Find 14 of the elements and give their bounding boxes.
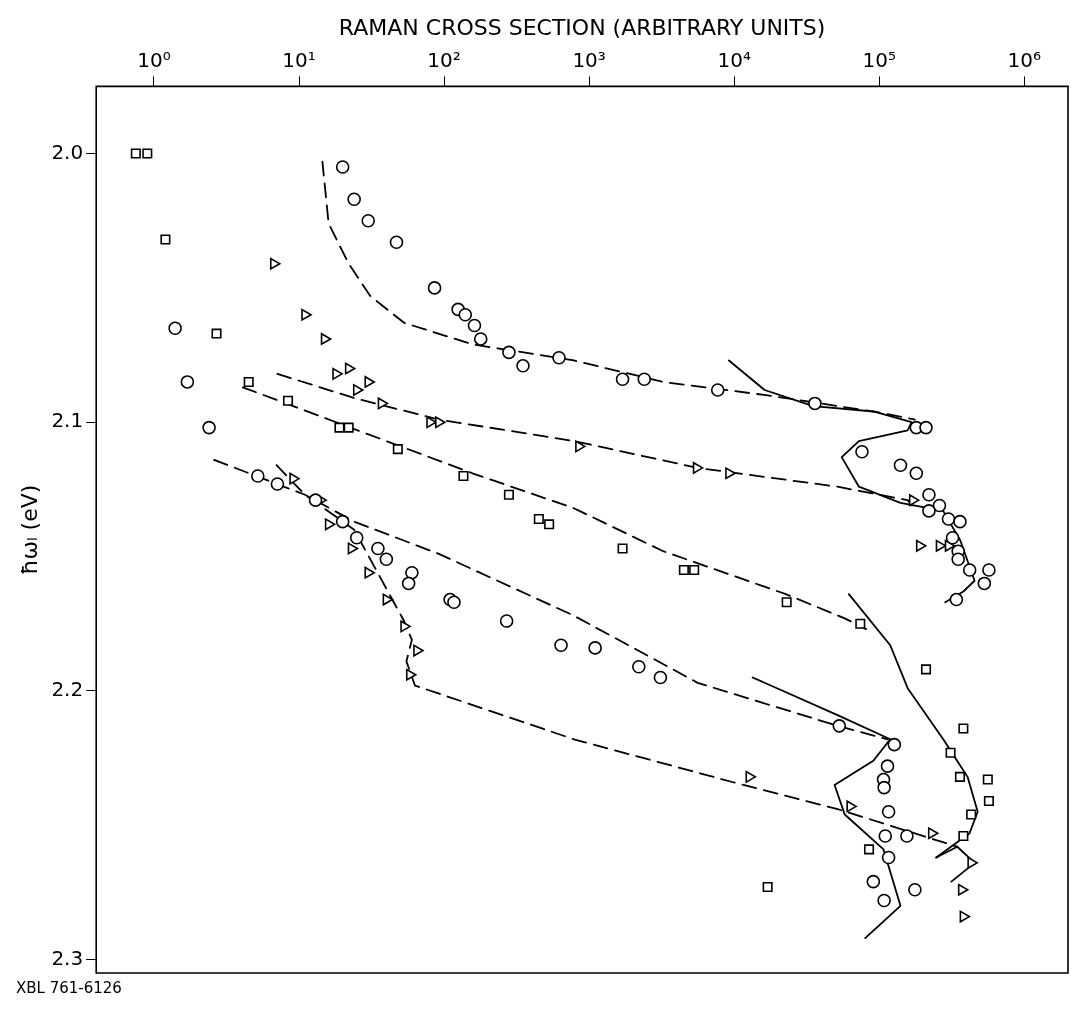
text: XBL 761-6126: [16, 979, 122, 998]
y-tick-label: 2.2: [51, 677, 84, 702]
x-tick-label: 10⁵: [862, 47, 896, 72]
y-tick-label: 2.3: [51, 945, 84, 970]
x-axis-title: RAMAN CROSS SECTION (ARBITRARY UNITS): [338, 14, 826, 40]
x-tick-label: 10⁰: [137, 47, 171, 72]
x-tick-label: 10³: [572, 47, 606, 72]
x-tick-label: 10²: [427, 47, 461, 72]
x-tick-label: 10¹: [282, 47, 316, 72]
x-tick-label: 10⁴: [717, 47, 751, 72]
x-tick-label: 10⁶: [1007, 47, 1042, 72]
y-axis-title: ħωₗ (eV): [16, 484, 42, 575]
y-tick-label: 2.1: [51, 408, 84, 433]
y-tick-label: 2.0: [51, 139, 84, 164]
